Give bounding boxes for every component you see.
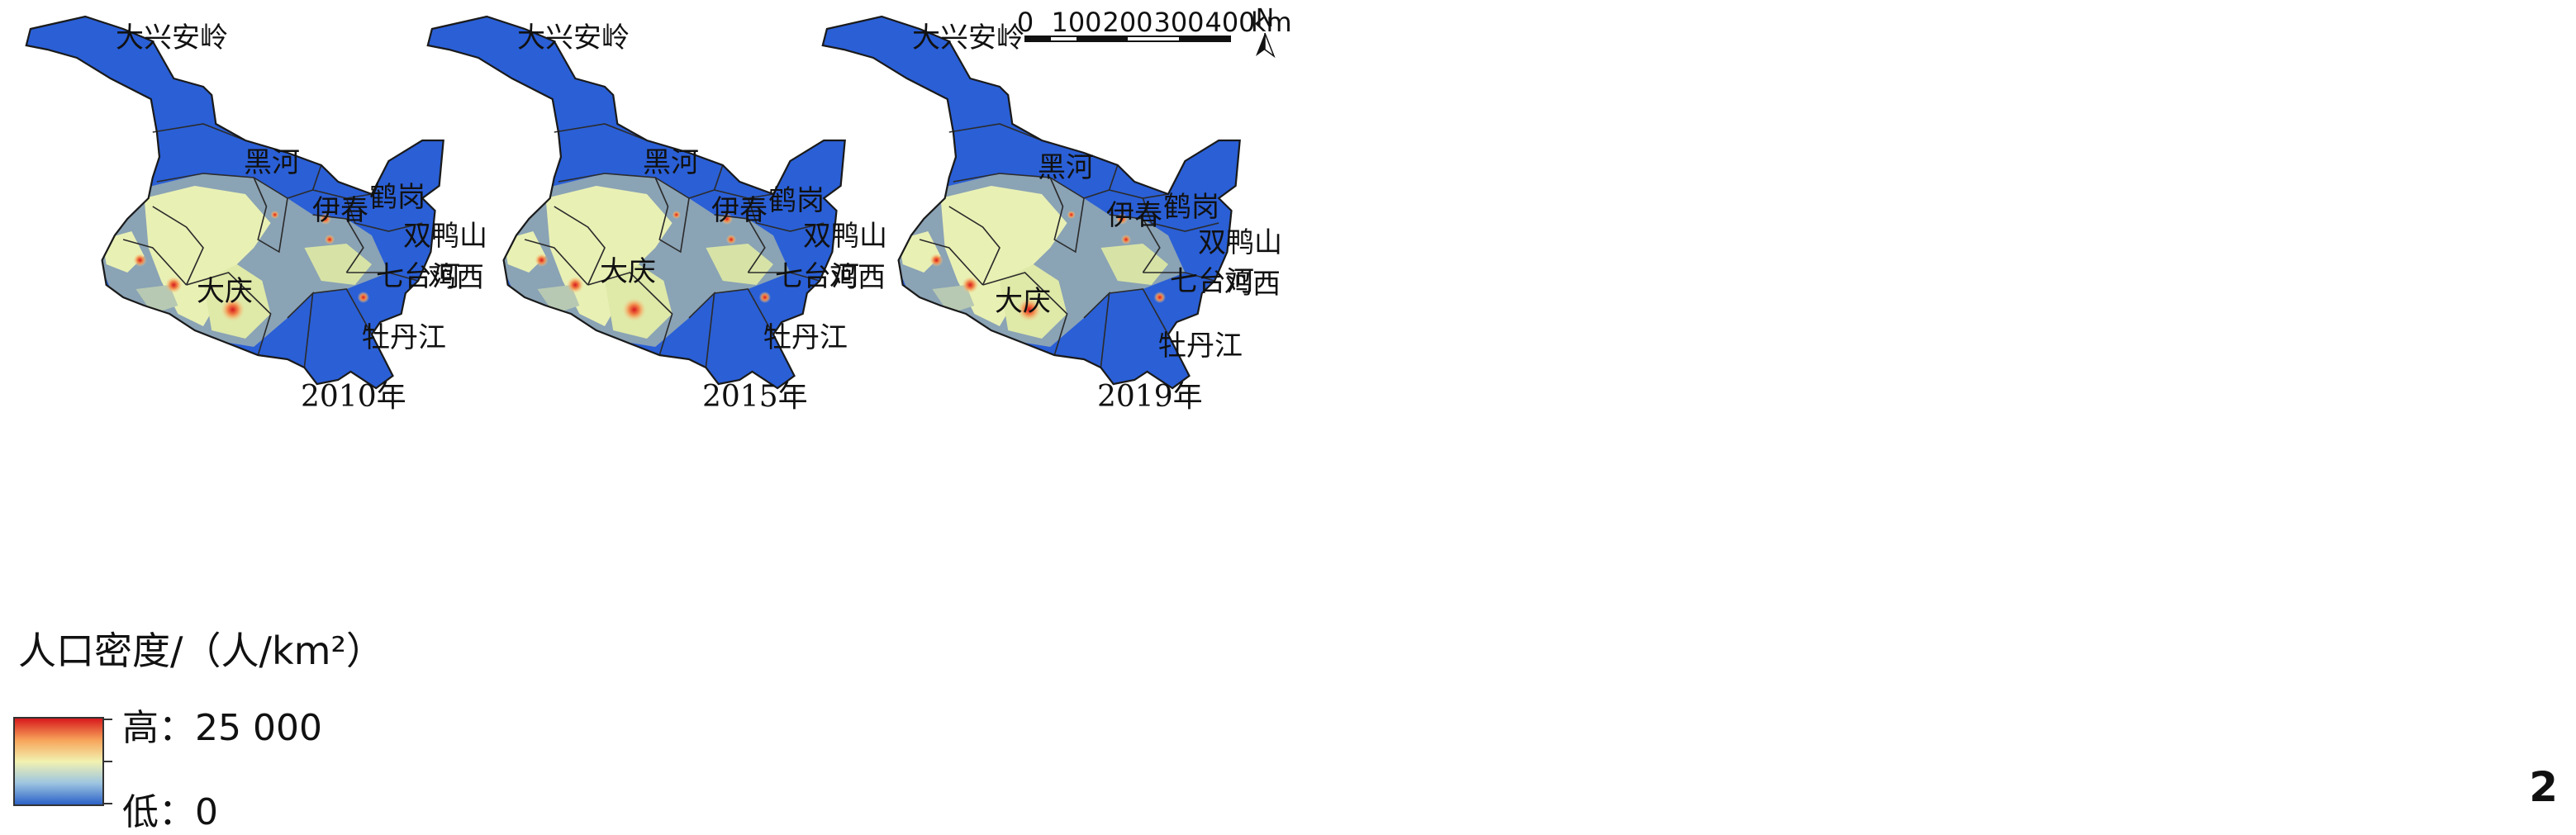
north-arrow-icon: N	[1256, 4, 1276, 59]
label-daxinganling: 大兴安岭	[116, 21, 228, 55]
label-daxinganling: 大兴安岭	[912, 21, 1024, 55]
map-panel-2019: 大兴安岭 黑河 伊春 鹤岗 双鸭山 七台河 鸡西 大庆 牡丹江 2019年	[797, 0, 1282, 414]
label-jixi: 鸡西	[829, 261, 886, 294]
scale-tick-400: 400	[1205, 7, 1255, 38]
map-panel-2010: 大兴安岭 黑河 伊春 鹤岗 双鸭山 七台河 鸡西 大庆 牡丹江 2010年	[1, 0, 487, 414]
scale-tick-0: 0	[1017, 7, 1034, 38]
legend-title: 人口密度/（人/km²）	[18, 629, 384, 673]
scale-bar: 0 100 200 300 400 km	[1017, 7, 1292, 42]
label-qitaihe: 七台河	[775, 260, 859, 293]
scale-tick-300: 300	[1153, 7, 1204, 38]
scale-tick-200: 200	[1102, 7, 1153, 38]
label-shuangyashan: 双鸭山	[803, 220, 887, 253]
label-daqing: 大庆	[995, 285, 1051, 318]
legend-low-label: 低：0	[122, 791, 218, 833]
year-label-2010: 2010年	[301, 380, 406, 414]
north-arrow-label: N	[1256, 4, 1274, 33]
label-mudanjiang: 牡丹江	[1158, 330, 1243, 363]
label-yichun: 伊春	[711, 194, 768, 227]
label-jixi: 鸡西	[1224, 268, 1281, 301]
label-heihe: 黑河	[244, 146, 300, 179]
legend-tick-low	[104, 803, 112, 804]
label-heihe: 黑河	[643, 146, 699, 179]
scale-unit: km	[1251, 7, 1292, 38]
legend-color-ramp	[13, 717, 104, 806]
label-mudanjiang: 牡丹江	[362, 321, 446, 354]
year-label-2015: 2015年	[702, 380, 808, 414]
region-labels-2015: 大兴安岭 黑河 伊春 鹤岗 双鸭山 七台河 鸡西 大庆 牡丹江	[517, 21, 887, 354]
legend-tick-high	[104, 719, 112, 720]
label-qitaihe: 七台河	[1170, 265, 1254, 298]
label-hegang: 鹤岗	[768, 184, 825, 217]
label-heihe: 黑河	[1038, 151, 1094, 184]
label-daxinganling: 大兴安岭	[517, 21, 630, 55]
scale-tick-100: 100	[1051, 7, 1101, 38]
label-yichun: 伊春	[312, 194, 368, 227]
label-yichun: 伊春	[1106, 199, 1162, 232]
label-hegang: 鹤岗	[369, 181, 425, 214]
legend-tick-mid	[104, 761, 112, 762]
label-mudanjiang: 牡丹江	[763, 321, 848, 354]
label-shuangyashan: 双鸭山	[1198, 226, 1282, 259]
label-shuangyashan: 双鸭山	[403, 220, 487, 253]
figure-panel-number: 2	[2529, 763, 2558, 811]
label-hegang: 鹤岗	[1163, 191, 1219, 224]
year-label-2019: 2019年	[1097, 380, 1203, 414]
label-jixi: 鸡西	[428, 261, 484, 294]
label-qitaihe: 七台河	[376, 260, 460, 293]
region-labels-2019: 大兴安岭 黑河 伊春 鹤岗 双鸭山 七台河 鸡西 大庆 牡丹江	[912, 21, 1282, 363]
label-daqing: 大庆	[600, 255, 656, 288]
region-labels-2010: 大兴安岭 黑河 伊春 鹤岗 双鸭山 七台河 鸡西 大庆 牡丹江	[116, 21, 487, 354]
label-daqing: 大庆	[197, 275, 253, 308]
map-panel-2015: 大兴安岭 黑河 伊春 鹤岗 双鸭山 七台河 鸡西 大庆 牡丹江 2015年	[402, 0, 887, 414]
legend-high-label: 高：25 000	[122, 707, 322, 749]
